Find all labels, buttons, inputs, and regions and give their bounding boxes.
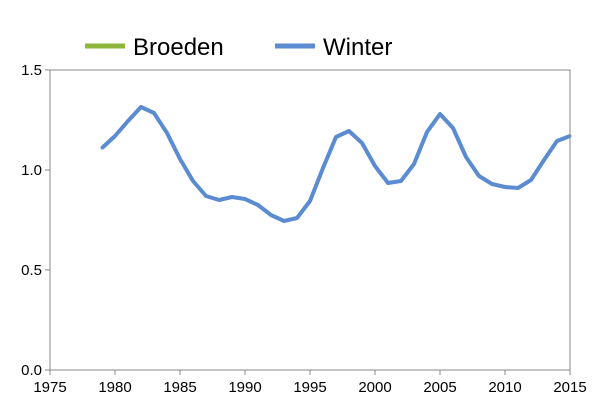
data-point-winter bbox=[555, 139, 559, 143]
data-point-winter bbox=[269, 213, 273, 217]
series-layer bbox=[100, 105, 572, 223]
data-point-winter bbox=[230, 195, 234, 199]
x-tick-label: 1995 bbox=[293, 379, 326, 396]
data-point-winter bbox=[490, 182, 494, 186]
data-point-winter bbox=[165, 131, 169, 135]
data-point-winter bbox=[503, 185, 507, 189]
data-point-winter bbox=[126, 119, 130, 123]
y-axis-ticks: 0.0 0.5 1.0 1.5 bbox=[21, 62, 50, 379]
data-point-winter bbox=[217, 198, 221, 202]
data-point-winter bbox=[295, 216, 299, 220]
data-point-winter bbox=[386, 181, 390, 185]
data-point-winter bbox=[542, 158, 546, 162]
data-point-winter bbox=[373, 164, 377, 168]
data-point-winter bbox=[529, 178, 533, 182]
legend-label-broeden: Broeden bbox=[133, 34, 224, 61]
x-tick-label: 2010 bbox=[488, 379, 521, 396]
data-point-winter bbox=[191, 179, 195, 183]
x-tick-label: 2000 bbox=[358, 379, 391, 396]
legend-label-winter: Winter bbox=[323, 34, 392, 61]
data-point-winter bbox=[178, 157, 182, 161]
data-point-winter bbox=[113, 134, 117, 138]
data-point-winter bbox=[425, 130, 429, 134]
y-tick-label: 0.0 bbox=[21, 362, 42, 379]
x-tick-label: 1985 bbox=[163, 379, 196, 396]
data-point-winter bbox=[243, 197, 247, 201]
y-tick-label: 1.0 bbox=[21, 162, 42, 179]
x-tick-label: 2005 bbox=[423, 379, 456, 396]
data-point-winter bbox=[204, 194, 208, 198]
x-tick-label: 2015 bbox=[553, 379, 586, 396]
data-point-winter bbox=[100, 146, 104, 150]
data-point-winter bbox=[334, 135, 338, 139]
data-point-winter bbox=[516, 186, 520, 190]
data-point-winter bbox=[152, 111, 156, 115]
legend: Broeden Winter bbox=[85, 34, 392, 61]
data-point-winter bbox=[477, 174, 481, 178]
data-point-winter bbox=[464, 155, 468, 159]
x-tick-label: 1980 bbox=[98, 379, 131, 396]
data-point-winter bbox=[308, 199, 312, 203]
data-point-winter bbox=[360, 141, 364, 145]
data-point-winter bbox=[451, 126, 455, 130]
x-tick-label: 1975 bbox=[33, 379, 66, 396]
data-point-winter bbox=[412, 162, 416, 166]
y-tick-label: 1.5 bbox=[21, 62, 42, 79]
y-tick-label: 0.5 bbox=[21, 262, 42, 279]
data-point-winter bbox=[256, 203, 260, 207]
data-point-winter bbox=[139, 105, 143, 109]
x-axis-ticks: 1975 1980 1985 1990 1995 2000 2005 2010 2015 bbox=[33, 370, 587, 396]
data-point-winter bbox=[438, 112, 442, 116]
data-point-winter bbox=[321, 166, 325, 170]
data-point-winter bbox=[347, 129, 351, 133]
data-point-winter bbox=[399, 179, 403, 183]
x-tick-label: 1990 bbox=[228, 379, 261, 396]
series-line-winter bbox=[100, 105, 571, 223]
data-point-winter bbox=[282, 219, 286, 223]
plot-area-border bbox=[49, 69, 571, 371]
